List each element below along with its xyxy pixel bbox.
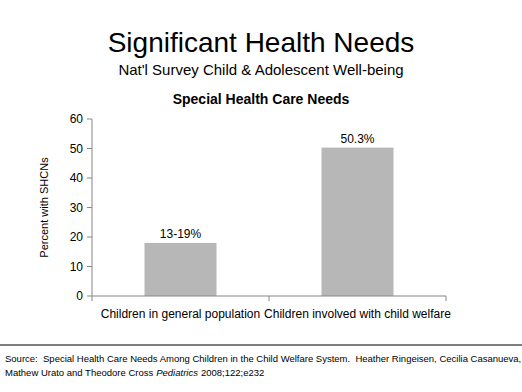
bar bbox=[322, 148, 394, 296]
y-tick bbox=[87, 207, 92, 208]
source-text: Mathew Urato and Theodore CrossPediatric… bbox=[5, 367, 264, 378]
source-rule bbox=[0, 345, 522, 346]
y-tick bbox=[87, 178, 92, 179]
slide-subtitle: Nat'l Survey Child & Adolescent Well-bei… bbox=[118, 61, 403, 78]
y-tick bbox=[87, 148, 92, 149]
x-tick-label: Children involved with child welfare bbox=[264, 307, 451, 321]
source-text: Source: Special Health Care Needs Among … bbox=[5, 353, 521, 364]
bar bbox=[145, 243, 217, 296]
y-axis-label: Percent with SHCNs bbox=[38, 157, 50, 258]
y-tick bbox=[87, 296, 92, 297]
y-tick-label: 60 bbox=[70, 112, 84, 126]
x-tick bbox=[92, 296, 93, 301]
y-tick bbox=[87, 237, 92, 238]
x-tick-label: Children in general population bbox=[101, 307, 260, 321]
source-authors: Mathew Urato and Theodore Cross bbox=[5, 367, 153, 378]
bars bbox=[145, 148, 394, 296]
data-label: 13-19% bbox=[160, 227, 202, 241]
y-tick-label: 0 bbox=[76, 289, 83, 303]
y-tick-label: 40 bbox=[70, 171, 84, 185]
source-journal: Pediatrics bbox=[156, 367, 198, 378]
x-tick bbox=[269, 296, 270, 301]
data-label: 50.3% bbox=[340, 132, 374, 146]
y-tick-label: 30 bbox=[70, 201, 84, 215]
slide-title: Significant Health Needs bbox=[108, 27, 415, 58]
source-citation: 2008;122;e232 bbox=[201, 367, 264, 378]
background bbox=[0, 0, 522, 392]
y-tick bbox=[87, 266, 92, 267]
y-tick bbox=[87, 119, 92, 120]
y-tick-label: 50 bbox=[70, 142, 84, 156]
y-tick-label: 20 bbox=[70, 230, 84, 244]
y-tick-label: 10 bbox=[70, 260, 84, 274]
chart-title: Special Health Care Needs bbox=[173, 91, 350, 107]
x-tick bbox=[446, 296, 447, 301]
slide: Significant Health Needs Nat'l Survey Chi… bbox=[0, 0, 522, 392]
